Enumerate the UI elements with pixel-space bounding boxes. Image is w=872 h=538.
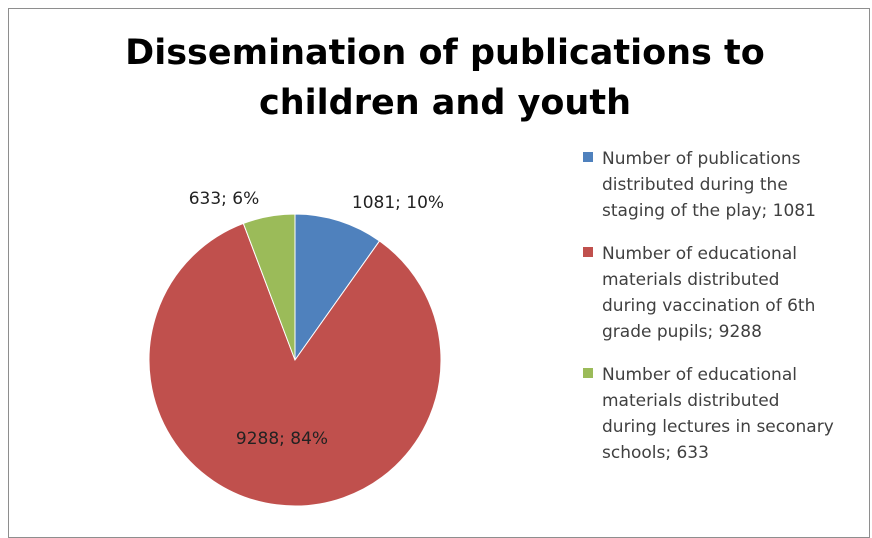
legend-label-lectures-3: during lectures in seconary xyxy=(602,417,834,437)
chart-title-line-1: Dissemination of publications to xyxy=(125,33,765,73)
pie-slice-vaccination xyxy=(148,222,442,507)
legend-item-lectures: Number of educational materials distribu… xyxy=(583,362,871,466)
legend-swatch-vaccination xyxy=(583,247,593,257)
legend-label-vaccination-1: Number of educational xyxy=(602,244,797,264)
legend-item-vaccination: Number of educational materials distribu… xyxy=(583,241,871,345)
chart-title-line-2: children and youth xyxy=(258,83,631,123)
legend-label-vaccination-3: during vaccination of 6th xyxy=(602,296,816,316)
legend: Number of publications distributed durin… xyxy=(583,146,871,483)
legend-label-vaccination-2: materials distributed xyxy=(602,270,780,290)
data-label-play: 1081; 10% xyxy=(352,193,444,213)
legend-label-lectures-1: Number of educational xyxy=(602,365,797,385)
legend-label-lectures-4: schools; 633 xyxy=(602,443,709,463)
pie-slice-play xyxy=(294,213,381,362)
legend-swatch-lectures xyxy=(583,368,593,378)
pie-chart: 1081; 10% 9288; 84% 633; 6% xyxy=(148,189,444,507)
data-label-vaccination: 9288; 84% xyxy=(236,429,328,449)
legend-label-vaccination-4: grade pupils; 9288 xyxy=(602,322,762,342)
legend-label-play-1: Number of publications xyxy=(602,149,801,169)
legend-label-play-3: staging of the play; 1081 xyxy=(602,201,816,221)
legend-label-play-2: distributed during the xyxy=(602,175,788,195)
chart-title: Dissemination of publications to childre… xyxy=(0,28,872,128)
legend-label-lectures-2: materials distributed xyxy=(602,391,780,411)
chart-area xyxy=(8,8,870,538)
legend-swatch-play xyxy=(583,152,593,162)
data-label-lectures: 633; 6% xyxy=(189,189,260,209)
legend-item-play: Number of publications distributed durin… xyxy=(583,146,871,224)
pie-slice-lectures xyxy=(242,213,296,361)
